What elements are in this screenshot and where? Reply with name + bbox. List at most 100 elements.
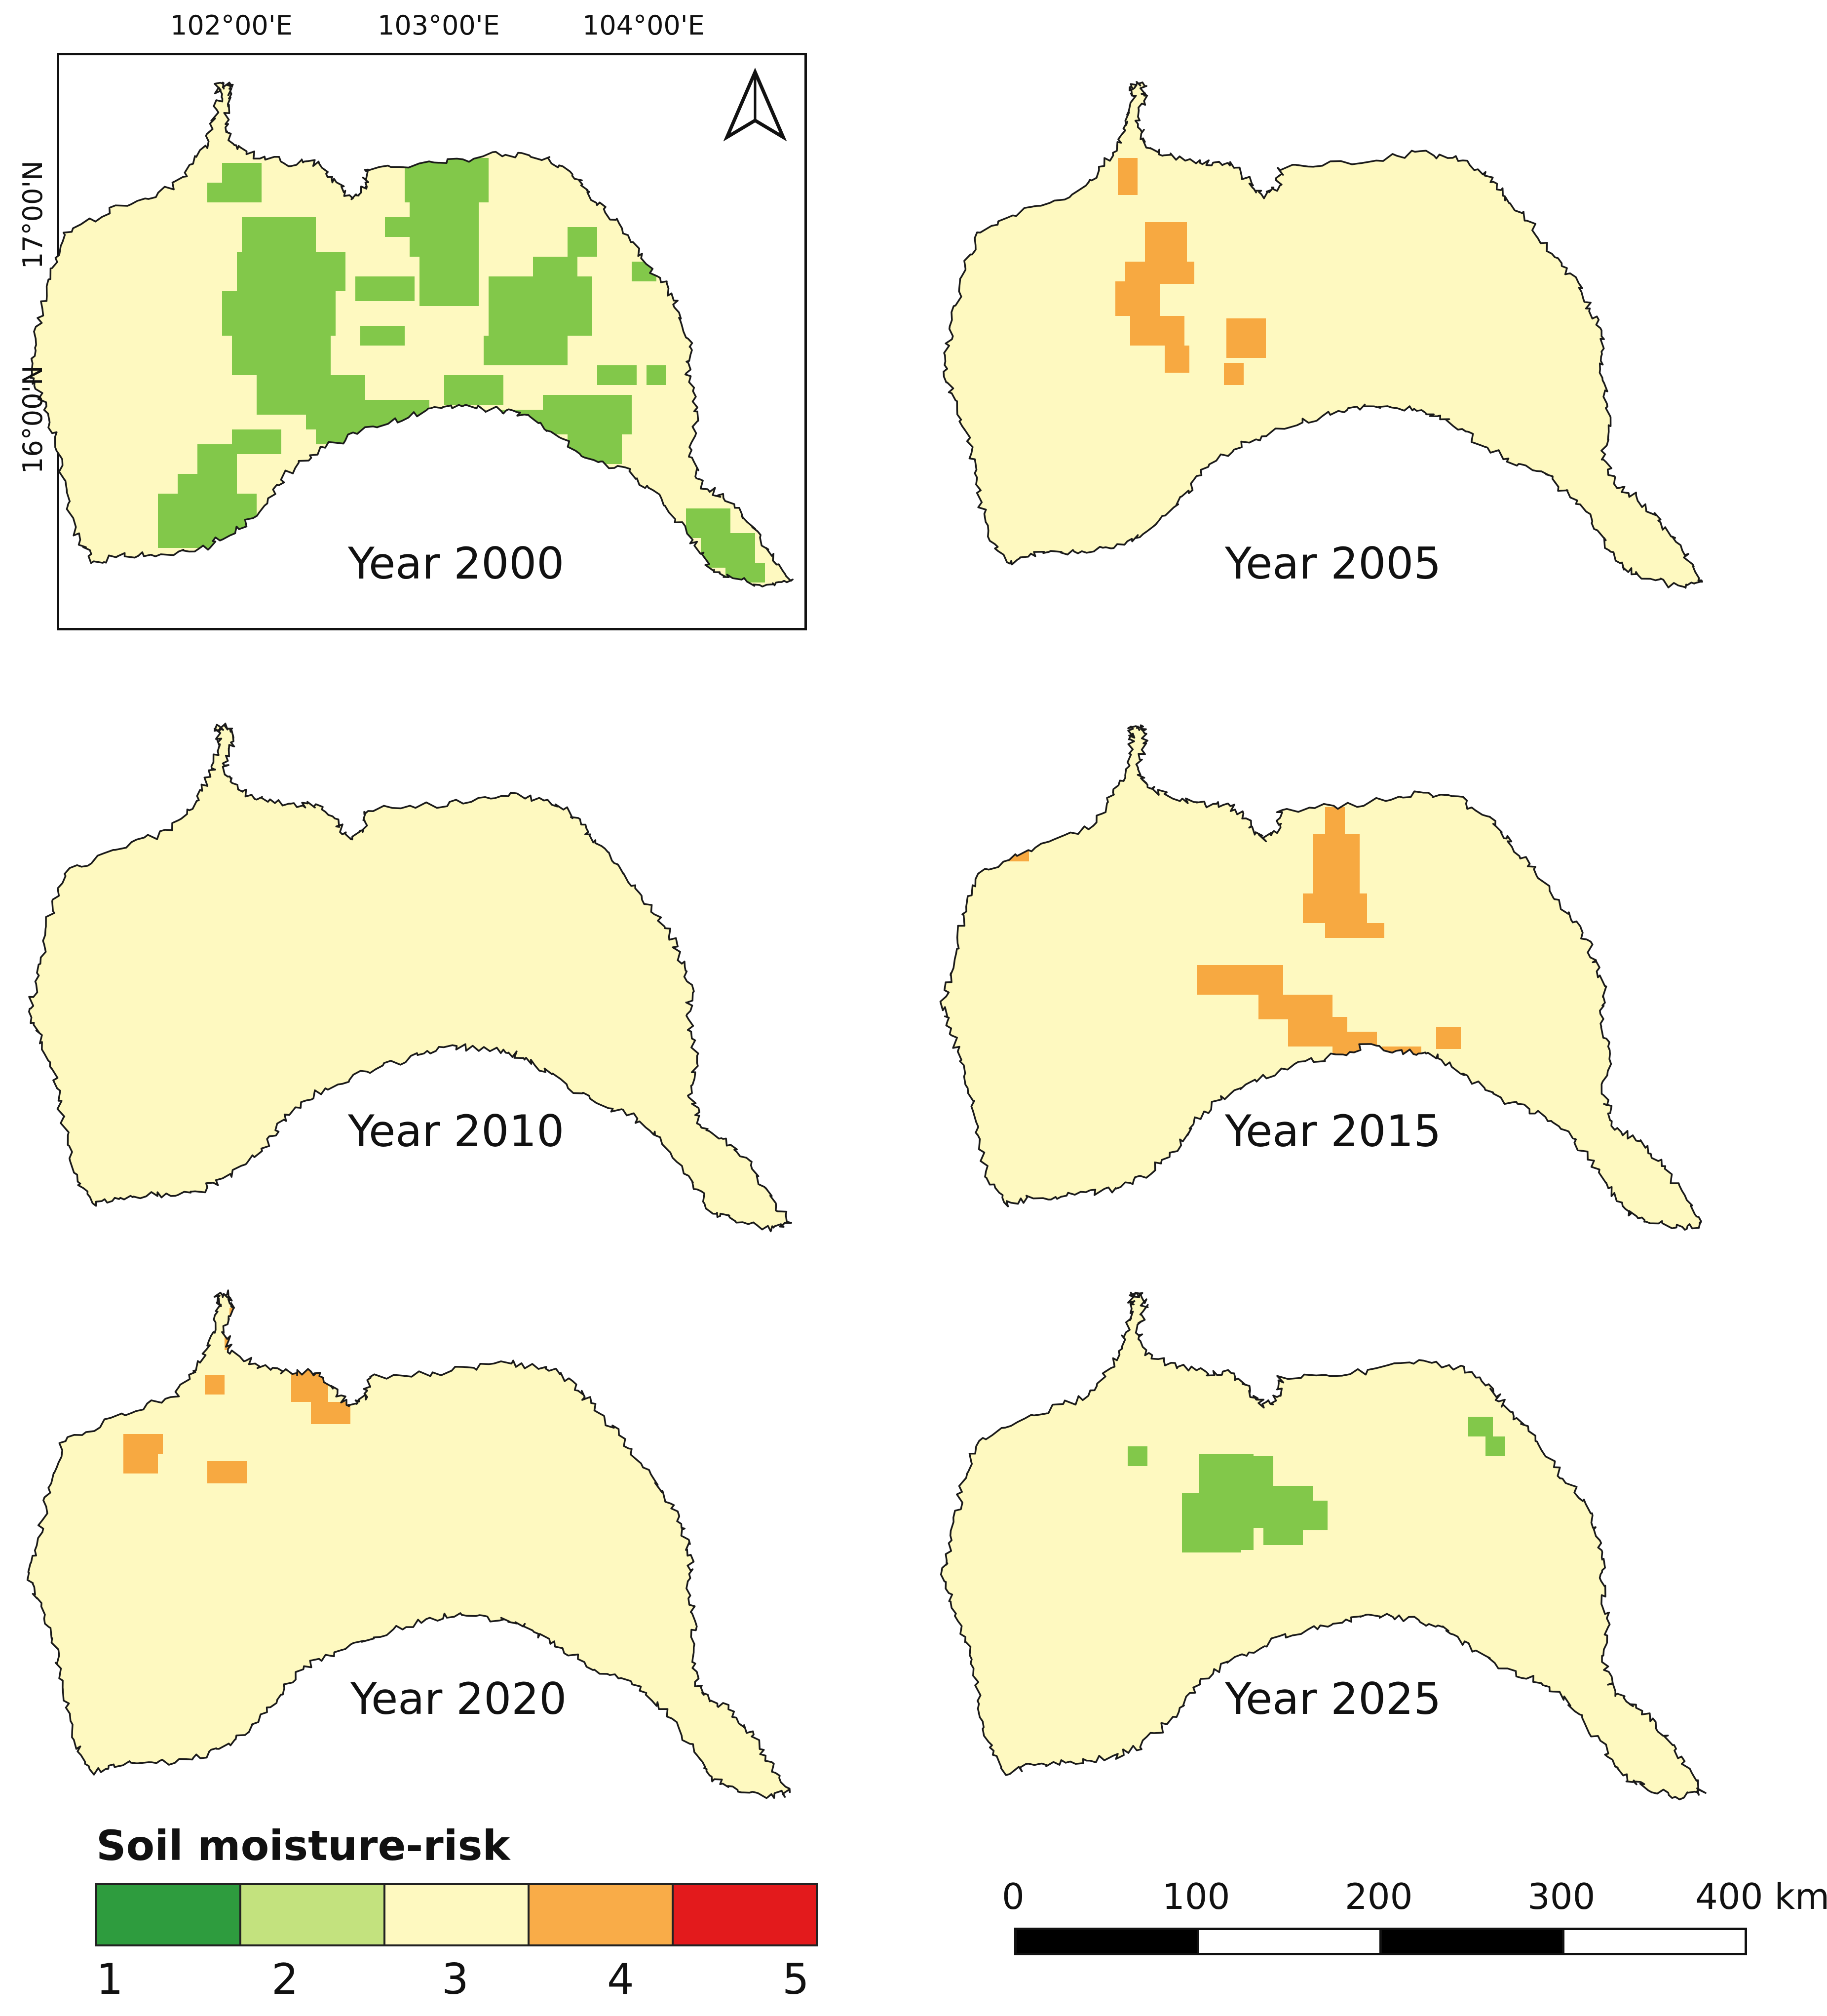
north-arrow-icon (723, 68, 787, 142)
risk-cells (1115, 158, 1266, 385)
risk-cell (444, 375, 503, 405)
map-panel-2020: Year 2020 (0, 1209, 913, 1799)
risk-cell (972, 824, 1029, 861)
basin-map-2000 (30, 81, 794, 588)
risk-cell (1130, 316, 1184, 346)
risk-cell (1456, 1135, 1500, 1175)
basin-map-2025 (940, 1291, 1707, 1801)
scale-segment (1014, 1928, 1199, 1955)
legend-swatch-1 (95, 1883, 241, 1946)
longitude-label: 102°00'E (170, 10, 293, 41)
risk-cell (1224, 363, 1244, 385)
legend-tick: 1 (96, 1955, 123, 2004)
risk-cell (1115, 281, 1160, 316)
scale-segment (1562, 1928, 1747, 1955)
basin-outline (30, 81, 794, 588)
risk-cells (1128, 1417, 1505, 1552)
risk-cell (222, 291, 336, 336)
risk-cell (123, 1434, 163, 1454)
map-panel-2025: Year 2025 (913, 1209, 1827, 1801)
basin-fill (940, 725, 1701, 1230)
risk-cell (385, 217, 415, 237)
risk-cell (701, 533, 755, 568)
scale-label: 200 (1345, 1876, 1413, 1917)
year-label: Year 2015 (1225, 1106, 1442, 1157)
risk-cell (207, 1461, 247, 1483)
basin-outline (943, 81, 1703, 589)
year-label: Year 2025 (1225, 1673, 1442, 1724)
legend-swatch-5 (672, 1883, 818, 1946)
scale-segment (1379, 1928, 1564, 1955)
scale-segment (1197, 1928, 1382, 1955)
legend-tick: 5 (782, 1955, 809, 2004)
risk-cell (1258, 995, 1332, 1019)
risk-cell (1118, 158, 1138, 195)
risk-cell (1436, 1027, 1461, 1049)
basin-fill (30, 82, 793, 587)
legend-tick: 3 (442, 1955, 469, 2004)
risk-cell (1128, 1446, 1147, 1466)
risk-cell (568, 227, 597, 257)
risk-cell (1332, 1032, 1377, 1061)
year-label: Year 2005 (1225, 538, 1442, 589)
risk-cell (543, 395, 632, 434)
risk-cell (281, 375, 321, 405)
risk-cell (1226, 318, 1266, 358)
basin-map-2010 (28, 722, 793, 1233)
risk-cell (647, 365, 666, 385)
year-label: Year 2000 (348, 538, 565, 589)
risk-cell (1313, 834, 1360, 893)
latitude-label: 16°00'N (17, 365, 48, 474)
risk-cell (1325, 923, 1384, 938)
risk-cell (197, 444, 237, 474)
risk-cell (484, 336, 568, 365)
risk-cell (360, 326, 405, 346)
year-label: Year 2010 (348, 1106, 565, 1157)
risk-cell (1145, 222, 1187, 262)
map-panel-2010: Year 2010 (0, 642, 913, 1233)
risk-cell (242, 217, 316, 252)
risk-cell (207, 183, 262, 202)
map-panel-2015: Year 2015 (913, 642, 1827, 1231)
risk-cell (410, 202, 479, 257)
risk-cell (1263, 1525, 1303, 1545)
risk-cell (1199, 1454, 1254, 1493)
scale-label: 400 km (1695, 1876, 1827, 1917)
risk-cell (123, 1451, 158, 1473)
legend-tick: 4 (607, 1955, 634, 2004)
basin-map-2005 (943, 81, 1703, 589)
basin-map-2015 (939, 724, 1702, 1231)
risk-cell (419, 257, 479, 306)
year-label: Year 2020 (350, 1673, 567, 1724)
basin-outline (28, 722, 793, 1233)
risk-cell (232, 336, 331, 375)
risk-cell (237, 252, 345, 291)
risk-cell (1125, 262, 1194, 284)
risk-cells (158, 158, 765, 582)
risk-cell (533, 257, 577, 286)
map-panel-2005: Year 2005 (913, 0, 1827, 642)
scale-label: 0 (1002, 1876, 1025, 1917)
risk-cell (957, 800, 997, 827)
risk-cell (1303, 893, 1367, 923)
risk-cell (1407, 1056, 1426, 1076)
scale-label: 100 (1162, 1876, 1230, 1917)
basin-outline (26, 1289, 791, 1799)
longitude-label: 104°00'E (582, 10, 705, 41)
risk-cell (940, 743, 992, 782)
risk-cell (1197, 965, 1283, 995)
risk-cell (229, 1308, 266, 1328)
risk-cell (1165, 346, 1189, 373)
basin-fill (27, 1290, 790, 1798)
risk-cell (597, 365, 637, 385)
risk-cell (1224, 1525, 1254, 1550)
legend-title: Soil moisture-risk (96, 1822, 510, 1870)
risk-cell (1485, 1436, 1505, 1456)
risk-cell (355, 276, 415, 301)
legend-swatch-2 (239, 1883, 385, 1946)
risk-cell (1421, 1076, 1466, 1106)
longitude-label: 103°00'E (378, 10, 500, 41)
risk-cell (158, 494, 257, 548)
risk-cell (311, 1402, 350, 1424)
risk-cell (632, 262, 656, 281)
